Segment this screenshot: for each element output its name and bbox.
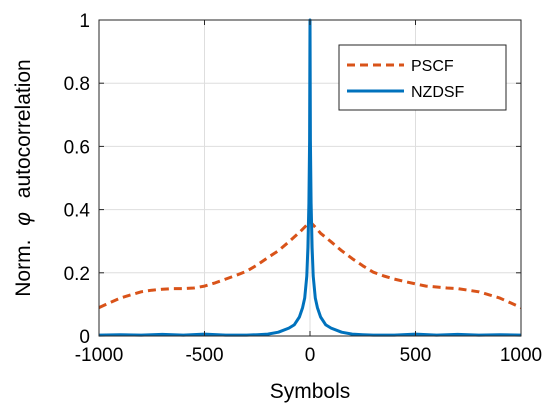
y-tick-label: 0	[79, 327, 90, 348]
x-tick-label: 500	[400, 345, 432, 366]
axis-ticks: -1000 -500 0 500 1000 0 0.2 0.4 0.6 0.8 1	[64, 11, 543, 366]
series-line-pscf	[98, 220, 522, 309]
legend-label-nzdsf: NZDSF	[411, 84, 465, 101]
y-axis-label-symbol: φ	[12, 212, 35, 226]
legend-label-pscf: PSCF	[411, 58, 454, 75]
x-axis-label: Symbols	[270, 380, 351, 403]
legend-box	[338, 44, 507, 111]
x-tick-label: -500	[185, 345, 223, 366]
y-tick-label: 0.8	[64, 74, 90, 95]
y-axis-label-prefix: Norm.	[12, 240, 35, 297]
y-axis-label-suffix: autocorrelation	[12, 59, 35, 198]
x-tick-label: 0	[305, 345, 316, 366]
y-axis-label: Norm. φ autocorrelation	[12, 59, 35, 296]
y-tick-label: 1	[79, 11, 90, 32]
x-tick-label: 1000	[500, 345, 542, 366]
y-tick-label: 0.6	[64, 137, 90, 158]
y-tick-label: 0.4	[64, 201, 91, 222]
y-tick-label: 0.2	[64, 264, 90, 285]
x-tick-label: -1000	[75, 345, 124, 366]
legend: PSCF NZDSF	[338, 44, 507, 111]
